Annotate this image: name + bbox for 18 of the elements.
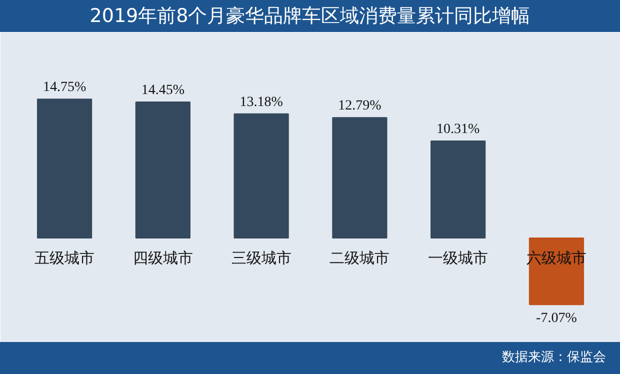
- bar: [234, 113, 289, 239]
- x-tick-label: 一级城市: [428, 249, 488, 268]
- data-label: 12.79%: [338, 98, 382, 114]
- bar: [430, 140, 486, 239]
- source-note: 数据来源：保监会: [502, 349, 606, 367]
- data-label: -7.07%: [536, 310, 578, 326]
- bar: [36, 98, 92, 239]
- data-label: 14.45%: [141, 82, 185, 98]
- x-tick-label: 二级城市: [330, 249, 390, 268]
- bar: [135, 101, 190, 239]
- x-tick-label: 五级城市: [34, 249, 95, 268]
- data-label: 13.18%: [240, 94, 284, 110]
- x-tick-label: 三级城市: [231, 249, 292, 268]
- bar: [332, 117, 388, 239]
- data-label: 10.31%: [436, 122, 480, 137]
- data-label: 14.75%: [42, 80, 86, 96]
- x-tick-label: 四级城市: [132, 249, 193, 268]
- chart-title: 2019年前8个月豪华品牌车区域消费量累计同比增幅: [90, 4, 530, 29]
